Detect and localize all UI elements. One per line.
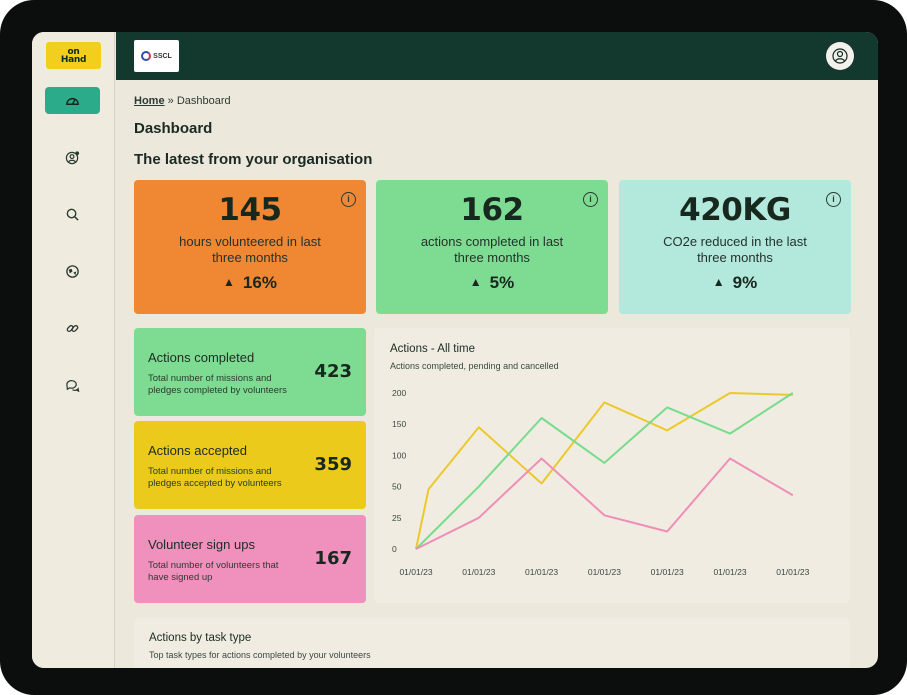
top-bar: SSCL	[116, 32, 878, 80]
info-icon[interactable]: i	[826, 192, 841, 207]
arrow-up-icon: ▲	[223, 275, 235, 289]
metric-description: Total number of volunteers that have sig…	[148, 560, 279, 583]
user-icon	[832, 48, 848, 64]
onhand-logo[interactable]: on Hand	[46, 42, 101, 69]
sidebar-item-users[interactable]	[45, 144, 100, 171]
dashboard-icon	[66, 98, 79, 105]
metric-title: Actions completed	[148, 350, 255, 365]
stat-card-co2e: i 420KG CO2e reduced in the last three m…	[619, 180, 851, 314]
stat-change: ▲ 16%	[134, 273, 366, 293]
stat-value: 420KG	[679, 192, 791, 228]
stat-change-value: 16%	[242, 273, 277, 292]
org-name: SSCL	[153, 52, 172, 60]
stat-change: ▲ 5%	[376, 273, 608, 293]
x-tick-label: 01/01/23	[651, 567, 684, 577]
stat-card-hours: i 145 hours volunteered in last three mo…	[134, 180, 366, 314]
x-tick-label: 01/01/23	[525, 567, 558, 577]
link-icon	[66, 324, 79, 333]
y-tick-label: 0	[392, 544, 397, 554]
x-tick-label: 01/01/23	[399, 567, 432, 577]
globe-icon	[66, 265, 79, 278]
metric-description: Total number of missions and pledges com…	[148, 373, 287, 396]
stat-value: 145	[218, 192, 282, 228]
actions-chart-card: 0 25 50 100 150 200 01/01/23 01/01/23 01/01/23 01…	[374, 328, 850, 603]
task-type-title: Actions by task type	[149, 632, 252, 644]
app-screen: on Hand SSCL	[32, 32, 878, 668]
chat-icon	[66, 380, 80, 393]
breadcrumb-current: Dashboard	[176, 95, 231, 107]
search-icon	[66, 208, 79, 221]
metric-title: Actions accepted	[148, 443, 248, 458]
stat-description: hours volunteered in last three months	[179, 234, 321, 265]
metric-card-actions-accepted: Actions accepted Total number of mission…	[134, 421, 366, 509]
series-line-1	[415, 392, 793, 550]
task-type-card: Actions by task type Top task types for …	[134, 618, 850, 668]
logo-line-2: Hand	[60, 54, 87, 65]
section-title: The latest from your organisation	[134, 151, 373, 168]
sidebar-item-messages[interactable]	[45, 372, 100, 399]
stat-description: CO2e reduced in the last three months	[663, 234, 807, 265]
stat-change-value: 5%	[489, 273, 515, 292]
y-tick-label: 50	[392, 482, 402, 492]
logo-line-1: on	[67, 46, 80, 57]
sidebar-item-dashboard[interactable]	[45, 87, 100, 114]
org-logo-ring-icon	[141, 51, 152, 61]
arrow-up-icon: ▲	[712, 275, 725, 289]
info-icon[interactable]: i	[341, 192, 356, 207]
y-tick-label: 150	[392, 419, 406, 429]
x-tick-label: 01/01/23	[713, 567, 746, 577]
y-tick-label: 25	[392, 513, 402, 523]
x-tick-label: 01/01/23	[462, 567, 495, 577]
sidebar: on Hand	[32, 32, 115, 668]
breadcrumb-home-link[interactable]: Home	[134, 95, 165, 107]
metric-title: Volunteer sign ups	[148, 537, 255, 552]
y-tick-label: 200	[392, 388, 406, 398]
actions-line-chart: 0 25 50 100 150 200 01/01/23 01/01/23 01/01/23 01…	[392, 388, 810, 577]
stat-change: ▲ 9%	[619, 273, 851, 293]
sidebar-item-links[interactable]	[45, 315, 100, 342]
organisation-logo[interactable]: SSCL	[134, 40, 179, 72]
x-tick-label: 01/01/23	[588, 567, 621, 577]
x-tick-label: 01/01/23	[776, 567, 809, 577]
sidebar-item-search[interactable]	[45, 201, 100, 228]
page-title: Dashboard	[134, 120, 213, 137]
series-line-3	[415, 457, 794, 550]
metric-card-actions-completed: Actions completed Total number of missio…	[134, 328, 366, 416]
series-line-2	[415, 392, 794, 550]
stat-card-actions: i 162 actions completed in last three mo…	[376, 180, 608, 314]
user-avatar-button[interactable]	[826, 42, 854, 70]
stat-change-value: 9%	[732, 273, 758, 292]
sidebar-item-impact[interactable]	[45, 258, 100, 285]
metric-value: 167	[314, 548, 352, 569]
user-settings-icon	[65, 151, 80, 165]
arrow-up-icon: ▲	[469, 275, 482, 289]
info-icon[interactable]: i	[583, 192, 598, 207]
main-content: Home » Dashboard Dashboard The latest fr…	[116, 80, 878, 668]
metric-description: Total number of missions and pledges acc…	[148, 466, 282, 489]
metric-value: 423	[314, 361, 352, 382]
breadcrumb: Home » Dashboard	[134, 95, 231, 107]
chart-subtitle: Actions completed, pending and cancelled	[390, 361, 559, 371]
metric-card-volunteer-sign-ups: Volunteer sign ups Total number of volun…	[134, 515, 366, 603]
breadcrumb-separator: »	[167, 95, 174, 107]
chart-title: Actions - All time	[390, 343, 475, 355]
stat-value: 162	[460, 192, 524, 228]
task-type-subtitle: Top task types for actions completed by …	[149, 650, 371, 660]
y-tick-label: 100	[392, 450, 406, 460]
stat-description: actions completed in last three months	[420, 234, 564, 265]
metric-value: 359	[314, 454, 352, 475]
